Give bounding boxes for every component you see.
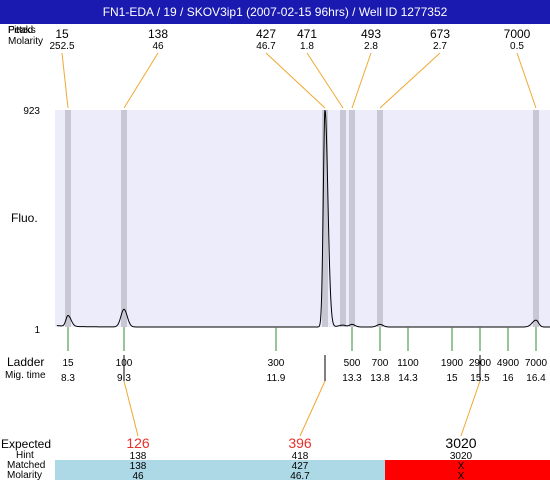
peak-size-label: 493 xyxy=(361,27,381,41)
matched-value: 138 xyxy=(130,461,147,472)
peak-connector xyxy=(516,52,537,109)
hint-value: 138 xyxy=(130,451,147,462)
peak-band xyxy=(340,110,346,327)
match-box xyxy=(385,460,550,480)
ladder-label: Ladder xyxy=(7,355,45,369)
y-tick-label: 923 xyxy=(23,106,40,117)
peak-size-label: 7000 xyxy=(504,27,531,41)
peaks-label: Peaks xyxy=(8,25,36,36)
expected-connector xyxy=(123,380,139,437)
ladder-size-label: 1100 xyxy=(397,358,419,369)
peak-connector xyxy=(351,52,372,109)
ladder-size-label: 300 xyxy=(268,358,285,369)
peak-connector xyxy=(265,52,326,109)
peak-molarity-label: 46.7 xyxy=(256,41,276,52)
ladder-size-label: 500 xyxy=(344,358,361,369)
ladder-size-label: 7000 xyxy=(525,358,548,369)
hint-value: 3020 xyxy=(450,451,473,462)
peak-size-label: 138 xyxy=(148,27,168,41)
y-tick-label: 1 xyxy=(34,325,40,336)
mig-time-label: 16.4 xyxy=(526,373,546,384)
mig-time-label: 9.3 xyxy=(117,373,131,384)
mig-time-label: 15 xyxy=(446,373,458,384)
match-box xyxy=(55,460,215,480)
peak-band xyxy=(322,110,328,327)
ladder-size-label: 100 xyxy=(116,358,133,369)
peak-band xyxy=(121,110,127,327)
peak-band xyxy=(377,110,383,327)
mig-time-label: 14.3 xyxy=(398,373,418,384)
mig-time-label: Mig. time xyxy=(5,370,46,381)
molarity-value: 46.7 xyxy=(290,471,310,480)
peak-molarity-label: 2.7 xyxy=(433,41,447,52)
mig-time-label: 13.3 xyxy=(342,373,362,384)
expected-connector xyxy=(460,380,481,437)
fluorescence-trace xyxy=(56,109,550,328)
fitted-label: Fitted xyxy=(8,25,34,36)
peak-size-label: 471 xyxy=(297,27,317,41)
peak-size-label: 15 xyxy=(55,27,69,41)
peak-size-label: 427 xyxy=(256,27,276,41)
molarity-label-top: Molarity xyxy=(8,36,44,47)
y-axis-title: Fluo. xyxy=(11,211,38,225)
peak-band xyxy=(65,110,71,327)
peak-connector xyxy=(306,52,344,109)
expected-value: 396 xyxy=(288,435,312,451)
molarity-value: X xyxy=(458,471,465,480)
expected-label: Expected xyxy=(1,437,52,451)
peak-connector xyxy=(61,52,69,109)
peak-band xyxy=(533,110,539,327)
mig-time-label: 13.8 xyxy=(370,373,390,384)
peak-connector xyxy=(123,52,159,109)
plot-area xyxy=(55,110,550,327)
chart-title: FN1-EDA / 19 / SKOV3ip1 (2007-02-15 96hr… xyxy=(0,0,550,24)
molarity-value: 46 xyxy=(132,471,144,480)
ladder-size-label: 2900 xyxy=(469,358,492,369)
peak-band xyxy=(349,110,355,327)
match-box xyxy=(215,460,385,480)
peak-molarity-label: 0.5 xyxy=(510,41,524,52)
hint-value: 418 xyxy=(292,451,309,462)
expected-value: 126 xyxy=(126,435,150,451)
ladder-size-label: 4900 xyxy=(497,358,520,369)
mig-time-label: 15.5 xyxy=(470,373,490,384)
peak-molarity-label: 2.8 xyxy=(364,41,378,52)
ladder-size-label: 15 xyxy=(62,358,74,369)
expected-connector xyxy=(299,380,326,437)
mig-time-label: 11.9 xyxy=(267,373,286,384)
matched-label: Matched xyxy=(7,460,46,471)
expected-value: 3020 xyxy=(445,435,476,451)
hint-label: Hint xyxy=(16,450,34,461)
peak-molarity-label: 46 xyxy=(152,41,164,52)
mig-time-label: 16 xyxy=(502,373,514,384)
matched-value: 427 xyxy=(292,461,309,472)
matched-value: X xyxy=(458,461,465,472)
ladder-size-label: 1900 xyxy=(441,358,464,369)
peak-molarity-label: 252.5 xyxy=(49,41,74,52)
molarity-label-bottom: Molarity xyxy=(7,470,43,481)
peak-molarity-label: 1.8 xyxy=(300,41,314,52)
ladder-size-label: 700 xyxy=(372,358,389,369)
mig-time-label: 8.3 xyxy=(61,373,75,384)
peak-connector xyxy=(379,52,441,109)
peak-size-label: 673 xyxy=(430,27,450,41)
